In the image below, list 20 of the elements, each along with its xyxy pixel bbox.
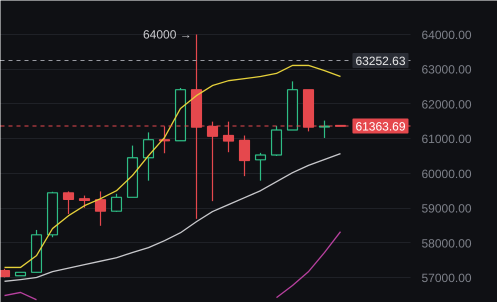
y-tick-label: 59000.00 — [422, 202, 472, 216]
ref-line-label: 61363.69 — [355, 120, 406, 134]
y-tick-label: 57000.00 — [422, 271, 472, 286]
candlestick — [62, 190, 74, 215]
y-tick-label: 64000.00 — [422, 28, 472, 42]
y-tick-label: 63000.00 — [422, 62, 472, 77]
candlestick — [94, 190, 106, 226]
y-tick-label: 58000.00 — [422, 236, 472, 250]
candlestick — [110, 193, 122, 212]
annotation: 64000 → — [142, 28, 192, 42]
y-tick-label: 62000.00 — [422, 97, 472, 112]
line-series — [4, 152, 342, 282]
line-series — [4, 64, 342, 268]
candlestick — [78, 194, 90, 208]
candlestick — [142, 132, 154, 182]
candlestick — [254, 152, 266, 182]
candlestick — [238, 134, 250, 177]
y-tick-label: 60000.00 — [422, 166, 472, 181]
y-tick-label: 61000.00 — [422, 132, 472, 146]
ref-line-label: 63252.63 — [355, 54, 406, 68]
